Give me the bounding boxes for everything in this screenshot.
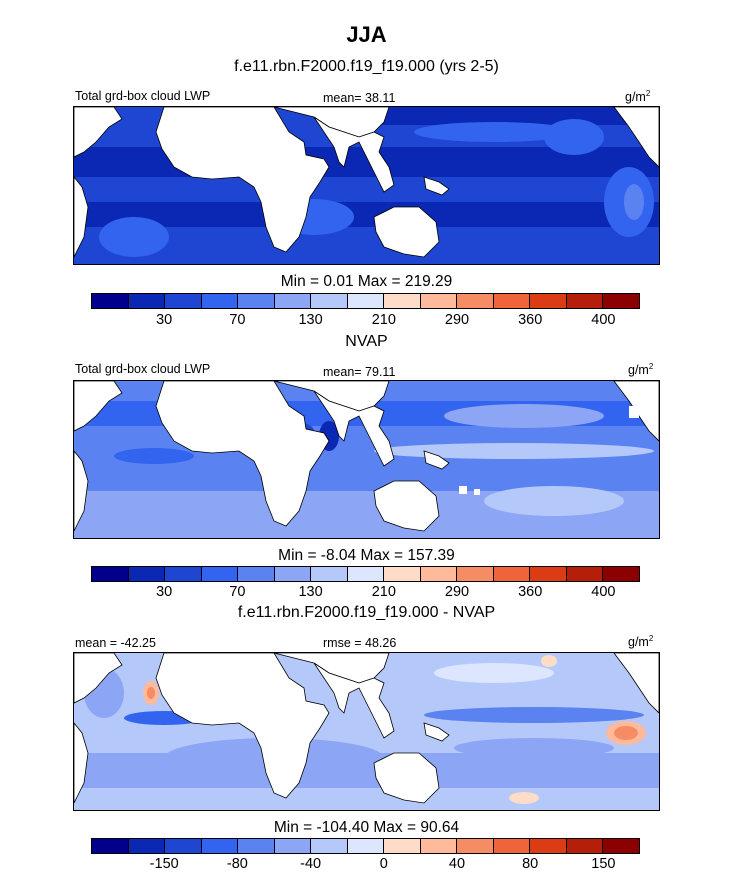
colorbar-swatch (347, 294, 385, 308)
panel2-min-max: Min = -8.04 Max = 157.39 (278, 547, 455, 564)
colorbar-swatch (603, 567, 639, 581)
colorbar-tick-label: -150 (149, 856, 179, 872)
colorbar-swatch (311, 294, 348, 308)
colorbar-swatch (165, 294, 202, 308)
panel1-colorbar-ticks: 30 70 130 210 290 360 400 (91, 312, 640, 330)
colorbar-tick-label: 0 (379, 856, 388, 872)
colorbar-tick-label: 80 (522, 856, 539, 872)
colorbar-swatch (457, 839, 494, 853)
colorbar-tick-label: 400 (591, 312, 616, 328)
colorbar-swatch (201, 294, 239, 308)
panel1-title: f.e11.rbn.F2000.f19_f19.000 (yrs 2-5) (234, 58, 499, 75)
colorbar-swatch (384, 294, 421, 308)
colorbar-swatch (493, 839, 531, 853)
colorbar-swatch (566, 567, 604, 581)
panel1-map (73, 106, 660, 265)
colorbar-tick-label: 70 (229, 584, 246, 600)
colorbar-swatch (128, 839, 166, 853)
colorbar-swatch (92, 567, 129, 581)
panel3-mean-label: mean = -42.25 (75, 636, 156, 650)
panel3-title: f.e11.rbn.F2000.f19_f19.000 - NVAP (237, 604, 496, 621)
colorbar-tick-label: 360 (518, 584, 543, 600)
colorbar-swatch (530, 294, 567, 308)
colorbar-tick-label: 290 (444, 312, 470, 328)
colorbar-tick-label: 210 (371, 584, 396, 600)
panel1-units: g/m2 (625, 89, 651, 105)
colorbar-swatch (457, 294, 494, 308)
colorbar-swatch (420, 839, 458, 853)
colorbar-swatch (603, 839, 639, 853)
colorbar-tick-label: -40 (300, 856, 322, 872)
colorbar-tick-label: 30 (156, 584, 173, 600)
colorbar-tick-label: 130 (298, 312, 323, 328)
panel1-left-label: Total grd-box cloud LWP (75, 89, 211, 103)
colorbar-swatch (92, 294, 129, 308)
panel3-map (73, 652, 660, 811)
colorbar-swatch (238, 839, 275, 853)
colorbar-swatch (347, 839, 385, 853)
colorbar-tick-label: 30 (156, 312, 173, 328)
colorbar-tick-label: 70 (229, 312, 246, 328)
colorbar-swatch (274, 294, 312, 308)
panel3-field (74, 653, 659, 810)
colorbar-tick-label: 360 (518, 312, 543, 328)
colorbar-tick-label: 40 (448, 856, 466, 872)
panel3-colorbar-ticks: -150 -80 -40 0 40 80 150 (91, 856, 640, 874)
colorbar-swatch (384, 567, 421, 581)
colorbar-swatch (347, 567, 385, 581)
panel2-left-label: Total grd-box cloud LWP (75, 362, 211, 376)
colorbar-swatch (566, 839, 604, 853)
colorbar-swatch (92, 839, 129, 853)
colorbar-tick-label: 290 (444, 584, 470, 600)
colorbar-swatch (128, 294, 166, 308)
panel2-map (73, 380, 660, 539)
figure-title: JJA (346, 22, 387, 47)
colorbar-tick-label: 210 (371, 312, 396, 328)
panel1-mean-label: mean= 38.11 (323, 91, 396, 105)
panel3-rmse-label: rmse = 48.26 (323, 636, 397, 650)
colorbar-swatch (530, 839, 567, 853)
colorbar-swatch (274, 839, 312, 853)
colorbar-swatch (493, 567, 531, 581)
panel2-field (74, 381, 659, 538)
colorbar-swatch (311, 567, 348, 581)
colorbar-swatch (238, 567, 275, 581)
panel2-colorbar (91, 566, 640, 582)
colorbar-tick-label: 400 (591, 584, 616, 600)
colorbar-swatch (128, 567, 166, 581)
panel1-field (74, 107, 659, 264)
panel1-colorbar (91, 293, 640, 309)
panel2-title: NVAP (345, 333, 388, 350)
colorbar-swatch (201, 567, 239, 581)
colorbar-tick-label: -80 (226, 856, 248, 872)
colorbar-swatch (530, 567, 567, 581)
colorbar-swatch (420, 294, 458, 308)
panel2-units: g/m2 (628, 362, 654, 378)
colorbar-swatch (420, 567, 458, 581)
colorbar-swatch (457, 567, 494, 581)
colorbar-swatch (566, 294, 604, 308)
colorbar-swatch (238, 294, 275, 308)
panel3-units: g/m2 (628, 634, 654, 650)
colorbar-swatch (603, 294, 639, 308)
colorbar-swatch (165, 839, 202, 853)
panel1-min-max: Min = 0.01 Max = 219.29 (280, 273, 453, 290)
colorbar-swatch (274, 567, 312, 581)
colorbar-swatch (311, 839, 348, 853)
panel2-mean-label: mean= 79.11 (323, 365, 396, 379)
panel2-colorbar-ticks: 30 70 130 210 290 360 400 (91, 584, 640, 602)
panel3-min-max: Min = -104.40 Max = 90.64 (273, 819, 460, 836)
colorbar-tick-label: 130 (298, 584, 323, 600)
panel3-colorbar (91, 838, 640, 854)
colorbar-swatch (384, 839, 421, 853)
colorbar-swatch (201, 839, 239, 853)
colorbar-swatch (493, 294, 531, 308)
colorbar-tick-label: 150 (591, 856, 616, 872)
colorbar-swatch (165, 567, 202, 581)
